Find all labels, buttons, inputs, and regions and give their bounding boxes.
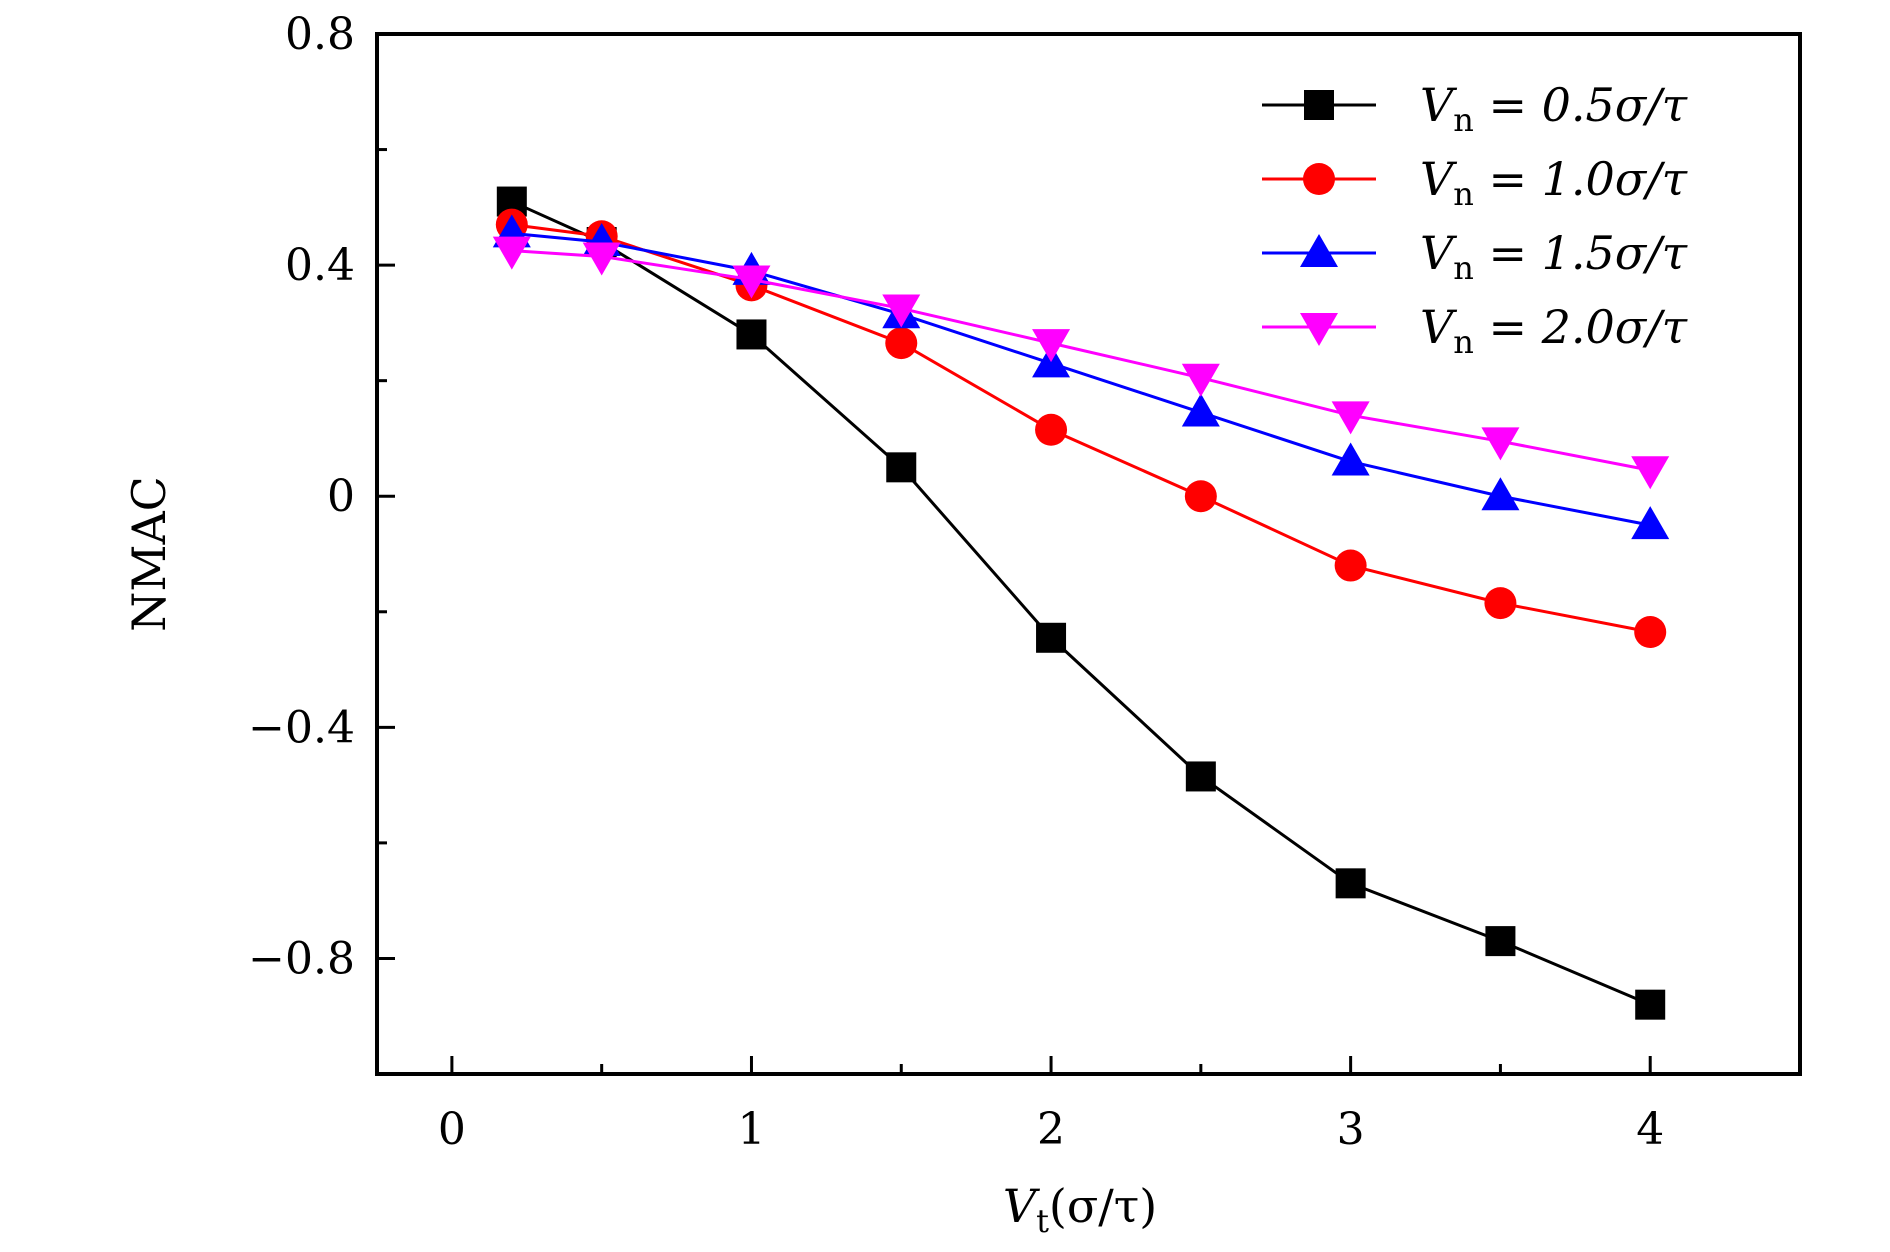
x-axis-title: Vt(σ/τ) [1003, 1179, 1157, 1240]
data-point [582, 242, 621, 276]
data-point [1036, 622, 1067, 653]
data-point [1181, 393, 1220, 427]
data-point [1331, 442, 1370, 476]
legend-item-0: Vn = 0.5σ/τ [1262, 78, 1689, 139]
data-point [1634, 616, 1667, 648]
data-point [1484, 587, 1517, 620]
data-point [1185, 761, 1216, 792]
legend-label: Vn = 2.0σ/τ [1420, 300, 1689, 361]
axis-ticks: 0 1 2 3 4 0.8 0.4 0 −0.4 −0.8 [248, 9, 1664, 1155]
y-tick-label: 0.8 [285, 9, 355, 60]
legend: Vn = 0.5σ/τ Vn = 1.0σ/τ Vn = 1.5σ/τ Vn = 2.… [1262, 78, 1689, 361]
y-tick-label: −0.4 [248, 702, 355, 753]
legend-label: Vn = 1.0σ/τ [1420, 152, 1689, 213]
series-3 [492, 236, 1670, 490]
data-point [1481, 427, 1520, 461]
legend-marker [1300, 234, 1338, 267]
data-point [886, 452, 917, 483]
data-point [732, 265, 771, 299]
x-axis-title-rest: (σ/τ) [1049, 1179, 1157, 1233]
data-point [1631, 456, 1670, 490]
data-point [1035, 413, 1068, 446]
data-point [1184, 480, 1217, 513]
legend-item-1: Vn = 1.0σ/τ [1262, 152, 1689, 213]
x-axis-title-main: V [1003, 1179, 1041, 1233]
series-0 [496, 186, 1666, 1020]
legend-marker [1304, 90, 1334, 120]
x-tick-label: 1 [737, 1104, 765, 1155]
data-point [1032, 329, 1071, 363]
data-point [1331, 401, 1370, 435]
legend-marker [1303, 163, 1335, 195]
x-axis-title-sub: t [1036, 1202, 1049, 1240]
legend-marker [1300, 313, 1338, 346]
x-tick-label: 3 [1337, 1104, 1365, 1155]
data-point [1334, 549, 1367, 582]
y-axis-title: NMAC [122, 476, 176, 632]
legend-label: Vn = 1.5σ/τ [1420, 226, 1689, 287]
data-point [1335, 868, 1366, 899]
data-point [1635, 989, 1666, 1020]
x-tick-label: 0 [438, 1104, 466, 1155]
y-tick-label: −0.8 [248, 933, 355, 984]
legend-item-2: Vn = 1.5σ/τ [1262, 226, 1689, 287]
data-point [1485, 926, 1516, 957]
data-point [882, 294, 921, 328]
y-tick-label: 0 [327, 471, 355, 522]
data-point [885, 327, 918, 360]
plot-frame [375, 32, 1802, 1076]
data-point [1481, 477, 1520, 511]
data-point [1631, 506, 1670, 540]
x-tick-label: 4 [1636, 1104, 1664, 1155]
plot-area [492, 186, 1670, 1020]
x-tick-label: 2 [1037, 1104, 1065, 1155]
data-point [736, 319, 767, 350]
legend-item-3: Vn = 2.0σ/τ [1262, 300, 1689, 361]
data-point [1181, 363, 1220, 397]
y-tick-label: 0.4 [285, 240, 355, 291]
data-point [492, 236, 531, 270]
legend-label: Vn = 0.5σ/τ [1420, 78, 1689, 139]
